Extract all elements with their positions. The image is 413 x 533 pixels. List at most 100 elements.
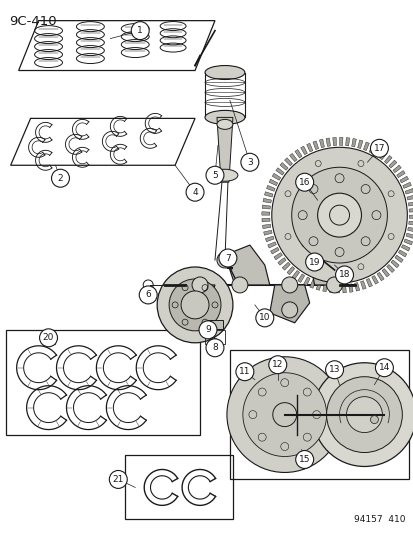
Bar — [229, 350, 408, 480]
Text: 94157  410: 94157 410 — [353, 515, 404, 524]
Polygon shape — [224, 245, 269, 285]
Text: 19: 19 — [308, 257, 320, 266]
Circle shape — [268, 356, 286, 374]
Polygon shape — [348, 284, 352, 292]
Polygon shape — [292, 271, 299, 279]
Polygon shape — [329, 284, 332, 293]
Polygon shape — [383, 156, 391, 164]
Text: 8: 8 — [212, 338, 217, 347]
Text: 10: 10 — [259, 313, 270, 322]
Ellipse shape — [204, 66, 244, 79]
Text: 1: 1 — [137, 26, 143, 35]
Polygon shape — [408, 221, 413, 225]
Polygon shape — [273, 253, 282, 260]
Circle shape — [312, 363, 413, 466]
Circle shape — [255, 309, 273, 327]
Circle shape — [346, 397, 382, 433]
Polygon shape — [407, 227, 413, 232]
Polygon shape — [267, 242, 275, 248]
Polygon shape — [282, 262, 290, 270]
Polygon shape — [263, 230, 271, 235]
Circle shape — [295, 173, 313, 191]
Polygon shape — [339, 138, 342, 146]
Circle shape — [325, 361, 343, 379]
Text: 9C-410: 9C-410 — [9, 15, 56, 28]
Polygon shape — [270, 247, 278, 254]
Bar — [204, 330, 224, 344]
Bar — [206, 320, 223, 329]
Polygon shape — [392, 165, 400, 173]
Polygon shape — [325, 138, 330, 147]
Circle shape — [139, 286, 157, 304]
Polygon shape — [403, 239, 412, 245]
Circle shape — [169, 279, 221, 331]
Polygon shape — [345, 138, 349, 146]
Circle shape — [192, 277, 207, 293]
Polygon shape — [390, 260, 398, 268]
Polygon shape — [407, 201, 413, 206]
Polygon shape — [381, 269, 389, 277]
Polygon shape — [316, 282, 321, 290]
Polygon shape — [388, 160, 396, 168]
Circle shape — [235, 363, 253, 381]
Polygon shape — [360, 281, 365, 289]
Text: 14: 14 — [378, 363, 389, 372]
Circle shape — [218, 249, 236, 267]
Text: 4: 4 — [192, 188, 197, 197]
Polygon shape — [401, 245, 409, 251]
Polygon shape — [354, 282, 359, 291]
Circle shape — [180, 291, 209, 319]
Circle shape — [295, 450, 313, 469]
Circle shape — [157, 267, 233, 343]
Polygon shape — [312, 141, 318, 150]
Circle shape — [51, 169, 69, 187]
Text: 8: 8 — [211, 343, 217, 352]
Polygon shape — [268, 179, 277, 185]
Polygon shape — [269, 285, 309, 323]
Circle shape — [206, 339, 223, 357]
Polygon shape — [394, 255, 402, 262]
Text: 6: 6 — [145, 290, 151, 300]
Ellipse shape — [211, 169, 237, 181]
Circle shape — [206, 166, 223, 184]
Polygon shape — [303, 277, 309, 286]
Text: 13: 13 — [328, 365, 339, 374]
Text: 7: 7 — [225, 254, 230, 263]
Circle shape — [281, 277, 297, 293]
Text: 16: 16 — [298, 177, 310, 187]
Polygon shape — [286, 266, 294, 274]
Bar — [125, 455, 233, 519]
Polygon shape — [262, 224, 270, 229]
Polygon shape — [261, 205, 270, 209]
Polygon shape — [306, 143, 312, 152]
Polygon shape — [351, 139, 356, 147]
Circle shape — [199, 321, 216, 339]
Polygon shape — [300, 146, 306, 155]
Text: 17: 17 — [373, 144, 384, 153]
Polygon shape — [366, 278, 372, 287]
Polygon shape — [399, 176, 408, 183]
Polygon shape — [272, 173, 280, 180]
Polygon shape — [289, 154, 297, 161]
Polygon shape — [294, 150, 301, 158]
Circle shape — [291, 167, 387, 263]
Polygon shape — [402, 182, 411, 189]
Polygon shape — [264, 192, 272, 197]
Polygon shape — [175, 285, 214, 320]
Bar — [6, 330, 199, 434]
Polygon shape — [275, 168, 283, 175]
Polygon shape — [322, 284, 327, 292]
Polygon shape — [368, 144, 375, 153]
Polygon shape — [216, 117, 233, 182]
Polygon shape — [309, 280, 315, 288]
Polygon shape — [332, 138, 336, 146]
Polygon shape — [397, 250, 406, 257]
Polygon shape — [266, 185, 274, 191]
Circle shape — [226, 357, 342, 472]
Text: 20: 20 — [43, 333, 54, 342]
Text: 18: 18 — [338, 270, 349, 279]
Circle shape — [305, 253, 323, 271]
Ellipse shape — [204, 110, 244, 124]
Polygon shape — [404, 189, 413, 194]
Polygon shape — [261, 212, 269, 215]
